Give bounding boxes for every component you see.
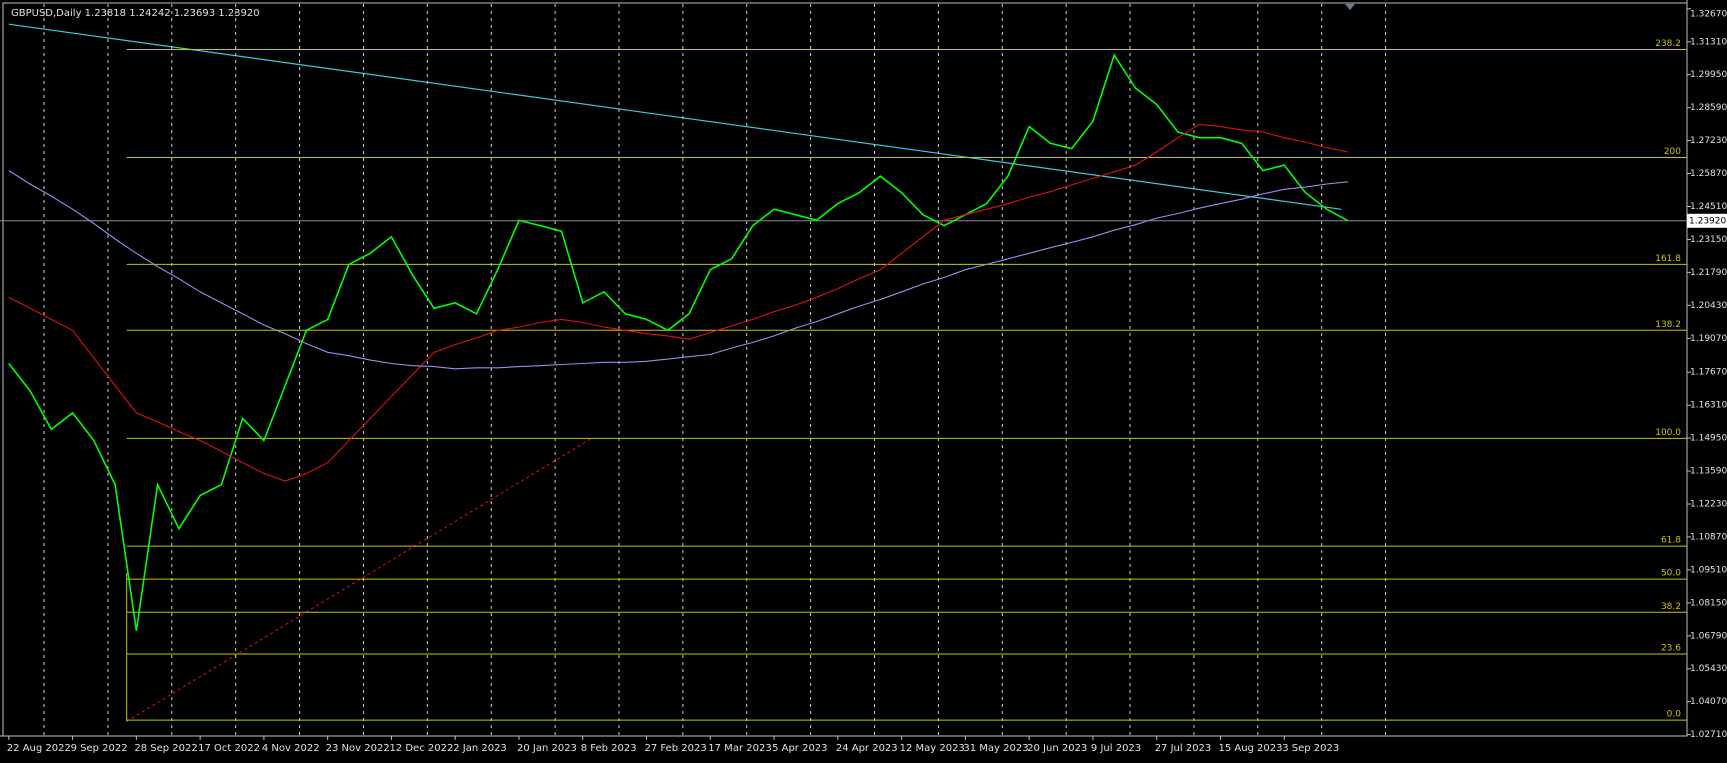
x-tick-label: 27 Feb 2023 bbox=[645, 743, 707, 754]
trend-line bbox=[8, 23, 1342, 210]
fibo-label: 100.0 bbox=[1655, 428, 1681, 438]
y-tick-label: 1.23150 bbox=[1690, 235, 1727, 245]
fibo-label: 161.8 bbox=[1655, 254, 1681, 264]
chart-title: GBPUSD,Daily 1.23818 1.24242 1.23693 1.2… bbox=[11, 8, 260, 19]
y-tick-label: 1.05430 bbox=[1690, 664, 1727, 674]
price-line bbox=[8, 123, 1349, 482]
y-tick-label: 1.16310 bbox=[1690, 401, 1727, 411]
x-tick-label: 17 Oct 2022 bbox=[198, 743, 260, 754]
x-tick-label: 23 Nov 2022 bbox=[326, 743, 390, 754]
fibo-label: 238.2 bbox=[1655, 39, 1681, 49]
y-tick-label: 1.19070 bbox=[1690, 334, 1727, 344]
y-tick-label: 1.32670 bbox=[1690, 9, 1727, 19]
fibo-label: 38.2 bbox=[1661, 602, 1681, 612]
fibo-label: 138.2 bbox=[1655, 320, 1681, 330]
x-tick-label: 3 Sep 2023 bbox=[1282, 743, 1339, 754]
fibo-label: 0.0 bbox=[1667, 710, 1682, 720]
x-tick-label: 22 Aug 2022 bbox=[7, 743, 71, 754]
current-price-box bbox=[1687, 213, 1727, 228]
x-tick-label: 24 Apr 2023 bbox=[836, 743, 898, 754]
price-line bbox=[8, 53, 1349, 631]
y-tick-label: 1.28590 bbox=[1690, 103, 1727, 113]
fibo-label: 23.6 bbox=[1661, 643, 1681, 653]
x-tick-label: 9 Sep 2022 bbox=[71, 743, 128, 754]
y-tick-label: 1.09510 bbox=[1690, 565, 1727, 575]
y-tick-label: 1.24510 bbox=[1690, 202, 1727, 212]
y-tick-label: 1.29950 bbox=[1690, 70, 1727, 80]
x-tick-label: 12 Dec 2022 bbox=[389, 743, 453, 754]
y-tick-label: 1.17670 bbox=[1690, 368, 1727, 378]
x-tick-label: 31 May 2023 bbox=[963, 743, 1028, 754]
y-tick-label: 1.14950 bbox=[1690, 434, 1727, 444]
x-tick-label: 8 Feb 2023 bbox=[581, 743, 637, 754]
fibo-label: 200 bbox=[1664, 147, 1681, 157]
y-tick-label: 1.02710 bbox=[1690, 730, 1727, 740]
x-tick-label: 15 Aug 2023 bbox=[1218, 743, 1282, 754]
x-tick-label: 27 Jul 2023 bbox=[1155, 743, 1212, 754]
y-tick-label: 1.31310 bbox=[1690, 37, 1727, 47]
y-tick-label: 1.08150 bbox=[1690, 598, 1727, 608]
shift-marker bbox=[1345, 4, 1355, 10]
fibo-label: 50.0 bbox=[1661, 569, 1681, 579]
y-tick-label: 1.12230 bbox=[1690, 499, 1727, 509]
y-tick-label: 1.21790 bbox=[1690, 268, 1727, 278]
y-tick-label: 1.04070 bbox=[1690, 697, 1727, 707]
x-tick-label: 20 Jun 2023 bbox=[1027, 743, 1087, 754]
y-tick-label: 1.10870 bbox=[1690, 532, 1727, 542]
trend-line-dotted bbox=[126, 437, 592, 722]
fibo-label: 61.8 bbox=[1661, 536, 1681, 546]
x-tick-label: 20 Jan 2023 bbox=[517, 743, 577, 754]
x-tick-label: 28 Sep 2022 bbox=[134, 743, 197, 754]
plot-frame bbox=[2, 2, 1688, 737]
y-tick-label: 1.27230 bbox=[1690, 136, 1727, 146]
current-price-label: 1.23920 bbox=[1689, 216, 1726, 226]
y-tick-label: 1.06790 bbox=[1690, 631, 1727, 641]
y-tick-label: 1.25870 bbox=[1690, 169, 1727, 179]
y-tick-label: 1.20430 bbox=[1690, 301, 1727, 311]
x-tick-label: 2 Jan 2023 bbox=[453, 743, 507, 754]
y-tick-label: 1.13590 bbox=[1690, 467, 1727, 477]
x-tick-label: 5 Apr 2023 bbox=[772, 743, 827, 754]
x-tick-label: 12 May 2023 bbox=[900, 743, 965, 754]
x-tick-label: 4 Nov 2022 bbox=[262, 743, 320, 754]
price-line bbox=[8, 170, 1349, 370]
x-tick-label: 17 Mar 2023 bbox=[708, 743, 771, 754]
x-tick-label: 9 Jul 2023 bbox=[1091, 743, 1141, 754]
